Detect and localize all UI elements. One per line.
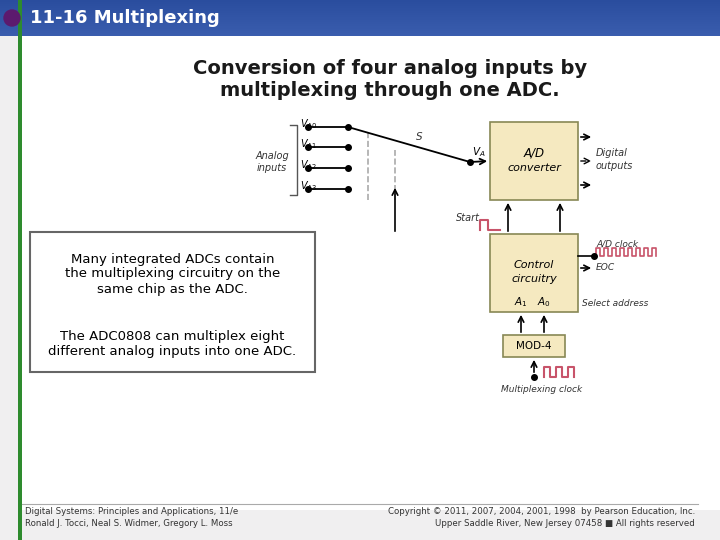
Bar [0, 26, 720, 27]
Bar [0, 4, 720, 5]
Bar [0, 9, 720, 10]
Text: circuitry: circuitry [511, 274, 557, 284]
Bar [0, 34, 720, 35]
Bar [0, 31, 720, 32]
Bar [0, 16, 720, 17]
Bar [0, 0, 720, 1]
Bar [0, 27, 720, 28]
Text: $A_0$: $A_0$ [537, 295, 551, 309]
Text: The ADC0808 can multiplex eight
different analog inputs into one ADC.: The ADC0808 can multiplex eight differen… [48, 330, 297, 358]
Bar [22, 36, 720, 510]
Text: Conversion of four analog inputs by
multiplexing through one ADC.: Conversion of four analog inputs by mult… [193, 59, 587, 100]
Text: 11-16 Multiplexing: 11-16 Multiplexing [30, 9, 220, 27]
Text: Digital: Digital [596, 148, 628, 158]
Bar [0, 32, 720, 33]
Bar [0, 17, 720, 18]
Text: converter: converter [507, 163, 561, 173]
Bar [0, 15, 720, 16]
Bar [0, 8, 720, 9]
Bar [0, 5, 720, 6]
Bar [0, 29, 720, 30]
Text: Select address: Select address [582, 300, 649, 308]
Bar [490, 122, 578, 200]
Bar [0, 19, 720, 20]
Bar [0, 22, 720, 23]
Bar [490, 234, 578, 312]
Bar [0, 12, 720, 13]
Bar [0, 30, 720, 31]
Text: Start: Start [456, 213, 480, 223]
Circle shape [4, 10, 20, 26]
Bar [0, 7, 720, 8]
Text: MOD-4: MOD-4 [516, 341, 552, 351]
Bar [0, 33, 720, 34]
Bar [0, 1, 720, 2]
Text: Digital Systems: Principles and Applications, 11/e: Digital Systems: Principles and Applicat… [25, 508, 238, 516]
Bar [0, 20, 720, 21]
Text: Copyright © 2011, 2007, 2004, 2001, 1998  by Pearson Education, Inc.: Copyright © 2011, 2007, 2004, 2001, 1998… [388, 508, 695, 516]
Bar [30, 232, 315, 372]
Text: Multiplexing clock: Multiplexing clock [501, 384, 582, 394]
Text: EOC: EOC [596, 264, 615, 273]
Bar [0, 3, 720, 4]
Text: Analog
inputs: Analog inputs [255, 151, 289, 173]
Text: $V_{A2}$: $V_{A2}$ [300, 158, 317, 172]
Bar [0, 28, 720, 29]
Text: $V_{A1}$: $V_{A1}$ [300, 137, 317, 151]
Bar [0, 25, 720, 26]
Bar [0, 13, 720, 14]
Text: $A_1$: $A_1$ [514, 295, 528, 309]
Bar [0, 21, 720, 22]
Bar [0, 6, 720, 7]
Bar [0, 2, 720, 3]
Text: Ronald J. Tocci, Neal S. Widmer, Gregory L. Moss: Ronald J. Tocci, Neal S. Widmer, Gregory… [25, 518, 233, 528]
Text: Control: Control [514, 260, 554, 270]
Bar [18, 0, 22, 540]
Bar [0, 23, 720, 24]
Text: $V_{A0}$: $V_{A0}$ [300, 117, 318, 131]
Text: A/D clock: A/D clock [596, 240, 638, 248]
Text: $V_{A3}$: $V_{A3}$ [300, 179, 317, 193]
Text: outputs: outputs [596, 161, 634, 171]
Text: Many integrated ADCs contain
the multiplexing circuitry on the
same chip as the : Many integrated ADCs contain the multipl… [65, 253, 280, 295]
Text: Upper Saddle River, New Jersey 07458 ■ All rights reserved: Upper Saddle River, New Jersey 07458 ■ A… [436, 518, 695, 528]
Bar [0, 35, 720, 36]
Text: S: S [415, 132, 423, 141]
Text: A/D: A/D [523, 146, 544, 159]
Bar [0, 24, 720, 25]
Bar [0, 18, 720, 19]
Bar [0, 10, 720, 11]
Bar [0, 11, 720, 12]
Bar [503, 335, 565, 357]
Bar [0, 14, 720, 15]
Text: $V_A$: $V_A$ [472, 145, 485, 159]
